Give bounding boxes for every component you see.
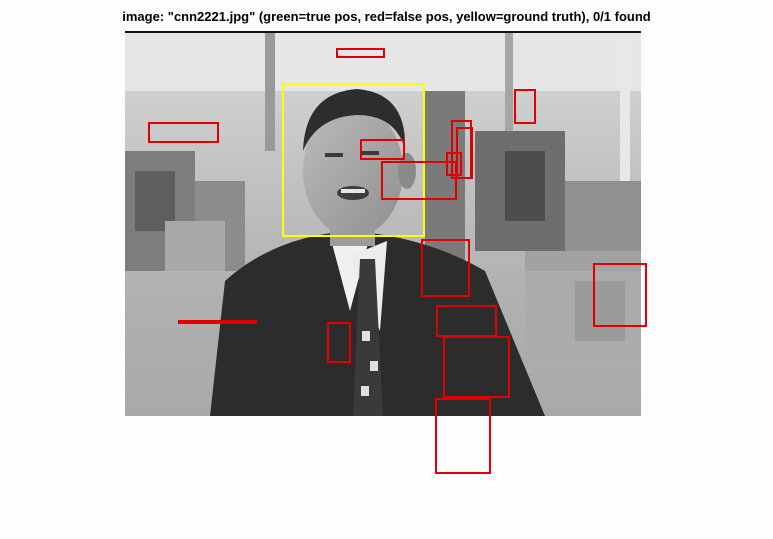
false-positive-box <box>593 263 647 327</box>
false-positive-box <box>456 127 473 179</box>
false-positive-box <box>514 89 536 124</box>
false-positive-box <box>421 239 470 297</box>
false-positive-box <box>446 152 462 176</box>
false-positive-box <box>436 305 497 337</box>
ground-truth-box <box>282 83 425 237</box>
image-axes <box>125 31 647 474</box>
false-positive-box <box>381 161 457 200</box>
false-positive-box <box>327 322 351 363</box>
figure-title: image: "cnn2221.jpg" (green=true pos, re… <box>122 9 651 24</box>
false-positive-box <box>148 122 219 143</box>
false-positive-box <box>336 48 385 58</box>
axes-top-edge <box>125 31 641 33</box>
false-positive-box <box>443 336 510 398</box>
photo-illustration <box>125 31 641 416</box>
false-positive-box <box>360 139 405 160</box>
grayscale-photo <box>125 31 641 416</box>
false-positive-line <box>178 320 257 324</box>
false-positive-box <box>435 398 491 474</box>
